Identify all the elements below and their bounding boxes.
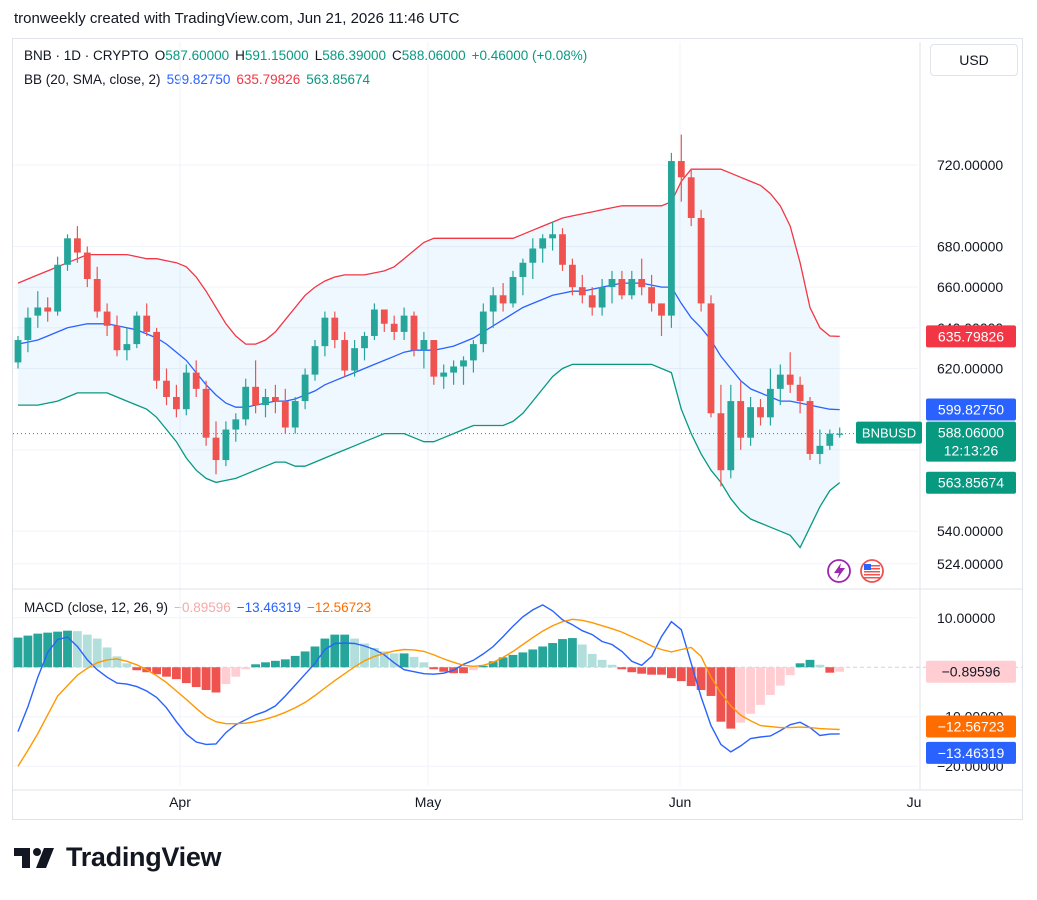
change-value: +0.46000 (+0.08%) — [471, 48, 588, 63]
high-value: 591.15000 — [244, 48, 309, 63]
macd-legend: MACD (close, 12, 26, 9) −0.89596 −13.46319… — [24, 600, 377, 615]
chart-attribution: tronweekly created with TradingView.com,… — [14, 10, 460, 27]
macd-hist-value: −0.89596 — [174, 600, 231, 615]
bb-lower-value: 563.85674 — [306, 72, 371, 87]
close-label: C — [392, 48, 402, 63]
low-value: 586.39000 — [322, 48, 387, 63]
tradingview-logo[interactable]: TradingView — [14, 842, 222, 873]
chart-frame — [12, 38, 1023, 820]
macd-label[interactable]: MACD (close, 12, 26, 9) — [24, 600, 169, 615]
bb-legend: BB (20, SMA, close, 2) 599.82750 635.79826… — [24, 72, 376, 87]
tradingview-logo-icon — [14, 847, 54, 868]
low-label: L — [314, 48, 323, 63]
macd-signal-value: −12.56723 — [306, 600, 372, 615]
symbol-label[interactable]: BNB · 1D · CRYPTO — [24, 48, 149, 63]
brand-name: TradingView — [66, 842, 222, 872]
high-label: H — [235, 48, 245, 63]
bb-upper-value: 635.79826 — [236, 72, 301, 87]
bb-basis-value: 599.82750 — [166, 72, 231, 87]
macd-line-value: −13.46319 — [236, 600, 301, 615]
open-label: O — [154, 48, 166, 63]
ohlc-legend: BNB · 1D · CRYPTO O587.60000 H591.15000 L58… — [24, 48, 593, 63]
currency-button[interactable]: USD — [930, 44, 1018, 76]
open-value: 587.60000 — [165, 48, 230, 63]
bb-label[interactable]: BB (20, SMA, close, 2) — [24, 72, 161, 87]
close-value: 588.06000 — [401, 48, 466, 63]
